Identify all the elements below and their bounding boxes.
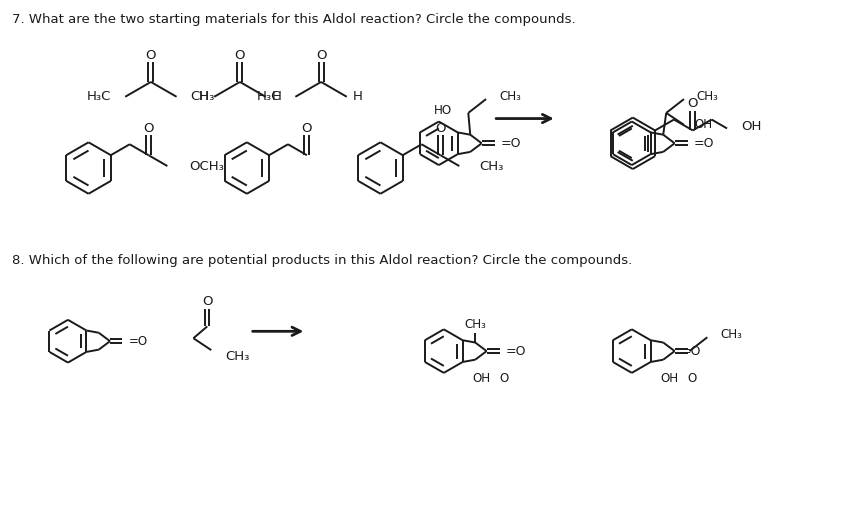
Text: =O: =O xyxy=(505,345,526,358)
Text: H₃C: H₃C xyxy=(87,90,112,103)
Text: CH₃: CH₃ xyxy=(479,160,503,172)
Text: HO: HO xyxy=(434,104,453,118)
Text: O: O xyxy=(143,122,154,135)
Text: 8. Which of the following are potential products in this Aldol reaction? Circle : 8. Which of the following are potential … xyxy=(13,254,633,267)
Text: CH₃: CH₃ xyxy=(190,90,215,103)
Text: O: O xyxy=(146,49,157,62)
Text: OH: OH xyxy=(694,118,712,131)
Text: CH₃: CH₃ xyxy=(464,318,486,331)
Text: H: H xyxy=(353,90,363,103)
Text: CH₃: CH₃ xyxy=(499,89,521,103)
Text: O: O xyxy=(301,122,312,135)
Text: =O: =O xyxy=(501,137,521,150)
Text: OH: OH xyxy=(661,372,678,385)
Text: =O: =O xyxy=(129,335,147,348)
Text: O: O xyxy=(234,49,245,62)
Text: OH: OH xyxy=(741,120,761,133)
Text: CH₃: CH₃ xyxy=(720,328,742,341)
Text: H₃C: H₃C xyxy=(257,90,282,103)
Text: CH₃: CH₃ xyxy=(225,350,250,362)
Text: OH: OH xyxy=(473,372,491,385)
Text: H: H xyxy=(199,90,208,103)
Text: CH₃: CH₃ xyxy=(697,89,719,103)
Text: O: O xyxy=(688,97,698,110)
Text: O: O xyxy=(316,49,327,62)
Text: 7. What are the two starting materials for this Aldol reaction? Circle the compo: 7. What are the two starting materials f… xyxy=(13,13,576,26)
Text: O: O xyxy=(435,122,446,135)
Text: =O: =O xyxy=(680,345,701,358)
Text: OCH₃: OCH₃ xyxy=(190,160,224,172)
Text: O: O xyxy=(202,295,212,308)
Text: H: H xyxy=(272,90,282,103)
Text: O: O xyxy=(688,372,697,385)
Text: O: O xyxy=(500,372,509,385)
Text: =O: =O xyxy=(694,137,714,150)
